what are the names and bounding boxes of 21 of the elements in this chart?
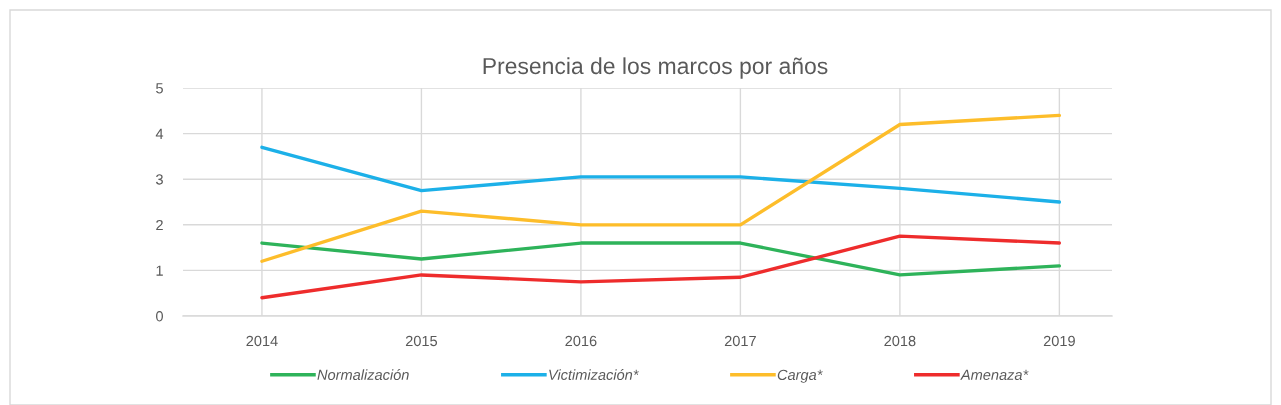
line-series xyxy=(260,241,1062,277)
y-tick-label: 2 xyxy=(156,219,163,231)
x-tick-label: 2019 xyxy=(1043,335,1075,347)
line-series xyxy=(260,145,1062,204)
legend-label: Carga* xyxy=(777,369,823,383)
line-series xyxy=(260,113,1062,263)
y-tick-label: 3 xyxy=(156,174,163,185)
x-tick-label: 2015 xyxy=(405,335,438,347)
y-tick-label: 0 xyxy=(156,311,163,322)
legend-label: Victimización* xyxy=(549,369,639,380)
x-tick-label: 2017 xyxy=(724,335,756,347)
y-tick-label: 4 xyxy=(155,128,164,139)
x-tick-label: 2016 xyxy=(565,335,597,347)
y-tick-label: 1 xyxy=(156,265,163,276)
legend-label: Normalización xyxy=(317,369,409,380)
line-series xyxy=(260,234,1062,300)
legend-label: Amenaza* xyxy=(960,369,1029,380)
x-tick-label: 2018 xyxy=(884,335,916,347)
chart-title: Presencia de los marcos por años xyxy=(483,57,828,79)
y-tick-label: 5 xyxy=(156,83,163,94)
x-tick-label: 2014 xyxy=(246,335,278,347)
